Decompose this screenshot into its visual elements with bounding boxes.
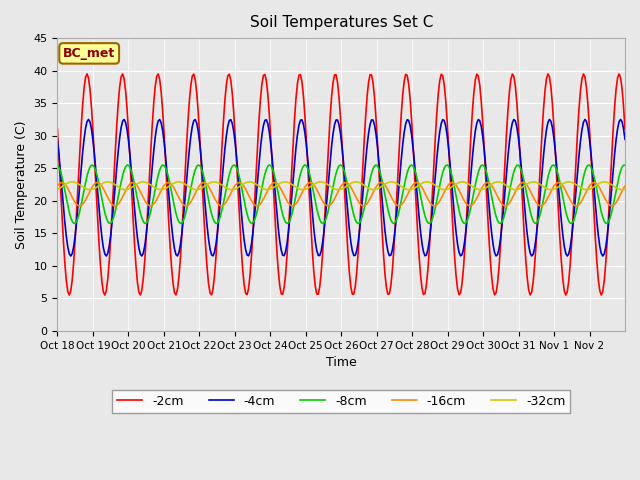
-4cm	[460, 246, 467, 252]
-4cm	[67, 253, 75, 259]
-4cm	[544, 120, 552, 125]
-8cm	[545, 169, 553, 175]
-32cm	[347, 180, 355, 186]
-2cm	[544, 71, 552, 77]
-8cm	[355, 221, 362, 227]
-16cm	[544, 195, 552, 201]
-2cm	[65, 292, 73, 298]
-2cm	[460, 265, 467, 271]
Line: -8cm: -8cm	[58, 165, 625, 224]
-2cm	[74, 180, 82, 186]
-16cm	[347, 184, 355, 190]
-8cm	[91, 165, 99, 170]
Title: Soil Temperatures Set C: Soil Temperatures Set C	[250, 15, 433, 30]
-16cm	[621, 183, 629, 189]
-16cm	[54, 183, 61, 189]
-16cm	[74, 203, 82, 208]
-32cm	[544, 186, 552, 192]
-32cm	[68, 179, 76, 185]
-32cm	[620, 187, 627, 192]
-8cm	[621, 162, 629, 168]
-16cm	[620, 185, 627, 191]
Line: -32cm: -32cm	[58, 182, 625, 190]
-8cm	[54, 162, 61, 168]
Text: BC_met: BC_met	[63, 47, 115, 60]
-4cm	[74, 202, 82, 208]
-16cm	[92, 180, 100, 186]
-32cm	[618, 187, 626, 192]
-4cm	[620, 126, 627, 132]
Line: -4cm: -4cm	[58, 120, 625, 256]
-2cm	[347, 284, 355, 290]
-2cm	[615, 71, 623, 77]
-32cm	[460, 179, 467, 185]
-8cm	[347, 199, 355, 205]
X-axis label: Time: Time	[326, 356, 356, 369]
-4cm	[347, 239, 355, 245]
-32cm	[74, 181, 82, 187]
-4cm	[92, 168, 100, 174]
-4cm	[54, 136, 61, 142]
-32cm	[92, 185, 100, 191]
-16cm	[58, 180, 66, 185]
-8cm	[461, 221, 468, 227]
-8cm	[620, 162, 627, 168]
-2cm	[92, 183, 100, 189]
-32cm	[54, 186, 61, 192]
-32cm	[621, 186, 629, 192]
-2cm	[621, 126, 629, 132]
Y-axis label: Soil Temperature (C): Soil Temperature (C)	[15, 120, 28, 249]
-16cm	[608, 203, 616, 209]
Line: -16cm: -16cm	[58, 182, 625, 206]
-8cm	[337, 162, 344, 168]
-8cm	[73, 218, 81, 224]
-2cm	[620, 103, 627, 109]
Line: -2cm: -2cm	[58, 74, 625, 295]
-16cm	[460, 196, 467, 202]
Legend: -2cm, -4cm, -8cm, -16cm, -32cm: -2cm, -4cm, -8cm, -16cm, -32cm	[112, 390, 570, 413]
-4cm	[621, 136, 629, 142]
-2cm	[54, 126, 61, 132]
-4cm	[617, 117, 625, 122]
